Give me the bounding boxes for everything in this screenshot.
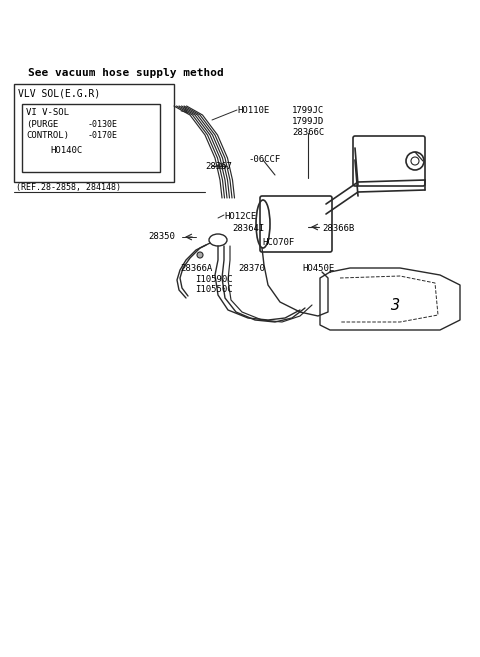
Text: VI V-SOL: VI V-SOL	[26, 108, 69, 117]
Circle shape	[197, 252, 203, 258]
Text: HO110E: HO110E	[237, 106, 269, 115]
Text: 28366A: 28366A	[180, 264, 212, 273]
Text: HO450E: HO450E	[302, 264, 334, 273]
Text: VLV SOL(E.G.R): VLV SOL(E.G.R)	[18, 88, 100, 98]
Text: 28366C: 28366C	[292, 128, 324, 137]
Text: See vacuum hose supply method: See vacuum hose supply method	[28, 68, 224, 78]
Text: HO140C: HO140C	[50, 146, 82, 155]
Text: HCO70F: HCO70F	[262, 238, 294, 247]
Text: 28366B: 28366B	[322, 224, 354, 233]
Text: 1799JC: 1799JC	[292, 106, 324, 115]
Text: -0130E: -0130E	[88, 120, 118, 129]
Text: CONTROL): CONTROL)	[26, 131, 69, 140]
Text: 28364I: 28364I	[232, 224, 264, 233]
Text: -06CCF: -06CCF	[248, 155, 280, 164]
Text: 1799JD: 1799JD	[292, 117, 324, 126]
Text: 3: 3	[390, 298, 399, 313]
Text: I10550C: I10550C	[195, 285, 233, 294]
Text: 28367: 28367	[205, 162, 232, 171]
Text: -0170E: -0170E	[88, 131, 118, 140]
Text: (REF.28-2858, 284148): (REF.28-2858, 284148)	[16, 183, 121, 192]
Text: HO12CE: HO12CE	[224, 212, 256, 221]
Text: (PURGE: (PURGE	[26, 120, 58, 129]
Text: 28370: 28370	[238, 264, 265, 273]
Text: 28350: 28350	[148, 232, 175, 241]
Text: I10590C: I10590C	[195, 275, 233, 284]
